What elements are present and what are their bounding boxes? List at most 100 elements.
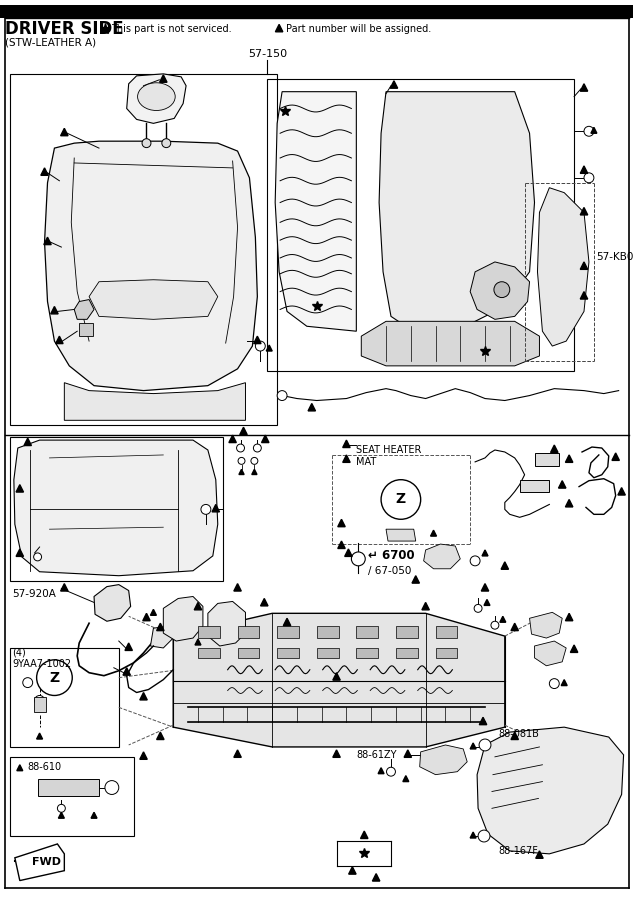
Polygon shape	[349, 867, 356, 874]
Polygon shape	[360, 831, 368, 839]
Polygon shape	[501, 562, 509, 570]
Circle shape	[387, 767, 396, 776]
Polygon shape	[150, 609, 156, 616]
Polygon shape	[618, 488, 625, 495]
Polygon shape	[500, 616, 506, 622]
Polygon shape	[17, 765, 23, 770]
Polygon shape	[580, 166, 588, 174]
Polygon shape	[143, 613, 150, 621]
Ellipse shape	[138, 83, 175, 111]
Polygon shape	[343, 454, 350, 463]
Polygon shape	[479, 717, 487, 725]
Polygon shape	[51, 307, 58, 314]
Bar	[396, 626, 418, 638]
Polygon shape	[24, 438, 31, 446]
Circle shape	[253, 444, 261, 452]
Polygon shape	[565, 613, 573, 621]
Polygon shape	[234, 750, 241, 757]
Text: SEAT HEATER
MAT: SEAT HEATER MAT	[356, 446, 422, 467]
Polygon shape	[565, 454, 573, 463]
Polygon shape	[45, 141, 257, 391]
Circle shape	[277, 391, 287, 401]
Polygon shape	[534, 641, 566, 666]
Polygon shape	[338, 541, 345, 548]
Polygon shape	[372, 874, 380, 881]
Polygon shape	[16, 484, 24, 492]
Polygon shape	[534, 453, 559, 466]
Polygon shape	[229, 436, 236, 443]
Polygon shape	[74, 300, 94, 319]
Polygon shape	[424, 544, 460, 569]
Polygon shape	[240, 428, 247, 435]
Circle shape	[479, 739, 491, 751]
Polygon shape	[412, 576, 419, 583]
Bar	[198, 626, 220, 638]
Polygon shape	[36, 734, 43, 739]
Bar	[317, 648, 339, 658]
Polygon shape	[157, 623, 164, 631]
Circle shape	[381, 480, 420, 519]
Polygon shape	[123, 668, 131, 675]
Polygon shape	[536, 850, 543, 859]
Text: / 67-050: / 67-050	[368, 566, 412, 576]
Polygon shape	[275, 92, 356, 331]
Bar	[34, 698, 45, 712]
Polygon shape	[266, 345, 272, 351]
Text: (4): (4)	[12, 648, 26, 658]
Polygon shape	[470, 743, 476, 749]
Text: 88-610: 88-610	[28, 761, 62, 771]
Bar	[198, 648, 220, 658]
Polygon shape	[195, 639, 201, 645]
Polygon shape	[140, 692, 147, 700]
Circle shape	[34, 553, 42, 561]
Polygon shape	[482, 550, 488, 556]
Polygon shape	[404, 750, 412, 757]
Text: ↵ 6700: ↵ 6700	[368, 549, 415, 562]
Polygon shape	[403, 776, 409, 781]
Polygon shape	[157, 732, 164, 740]
Polygon shape	[44, 238, 51, 245]
Polygon shape	[470, 262, 529, 320]
Polygon shape	[386, 529, 416, 541]
Bar	[268, 79, 574, 371]
Text: Part number will be assigned.: Part number will be assigned.	[286, 24, 431, 34]
Polygon shape	[58, 813, 65, 818]
Polygon shape	[14, 440, 218, 576]
Polygon shape	[470, 832, 476, 838]
Polygon shape	[580, 262, 588, 269]
Circle shape	[494, 282, 509, 298]
Circle shape	[23, 678, 33, 688]
Polygon shape	[422, 602, 429, 610]
Polygon shape	[477, 727, 623, 854]
Polygon shape	[91, 813, 97, 818]
Circle shape	[478, 830, 490, 842]
Text: 88-167F: 88-167F	[498, 846, 538, 856]
Polygon shape	[420, 745, 467, 775]
Polygon shape	[140, 752, 147, 760]
Polygon shape	[16, 549, 24, 556]
Bar	[356, 626, 378, 638]
Polygon shape	[150, 626, 173, 648]
Polygon shape	[431, 530, 436, 536]
Polygon shape	[56, 337, 63, 344]
Polygon shape	[163, 597, 203, 641]
Polygon shape	[253, 337, 261, 344]
Polygon shape	[580, 292, 588, 299]
Polygon shape	[333, 672, 340, 680]
Circle shape	[105, 780, 119, 795]
Polygon shape	[362, 321, 540, 366]
Bar	[436, 626, 458, 638]
Polygon shape	[262, 436, 269, 443]
Polygon shape	[390, 81, 397, 88]
Polygon shape	[481, 583, 489, 591]
Bar	[10, 437, 223, 580]
Bar	[396, 648, 418, 658]
Bar	[436, 648, 458, 658]
Text: (STW-LEATHER A): (STW-LEATHER A)	[5, 37, 96, 47]
Bar	[10, 757, 134, 836]
Bar	[317, 626, 339, 638]
Polygon shape	[127, 74, 186, 123]
Polygon shape	[65, 382, 246, 420]
Circle shape	[238, 457, 245, 464]
Circle shape	[549, 679, 559, 688]
